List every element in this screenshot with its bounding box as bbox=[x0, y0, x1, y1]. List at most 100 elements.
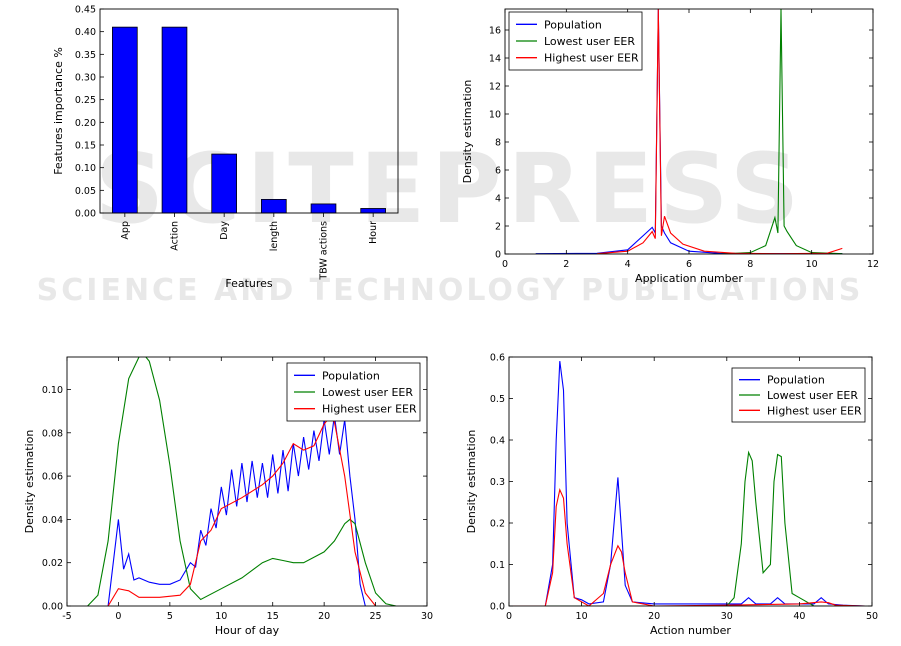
x-tick-label: 30 bbox=[421, 611, 433, 622]
bar-hour bbox=[360, 208, 386, 214]
y-tick-label: 0.25 bbox=[75, 95, 96, 106]
axes-frame bbox=[99, 8, 399, 214]
y-tick-label: 14 bbox=[489, 54, 501, 65]
axes-frame bbox=[66, 356, 428, 607]
y-tick-label: 0.05 bbox=[75, 186, 96, 197]
y-tick-label: 0.00 bbox=[75, 209, 96, 220]
bar-action bbox=[161, 26, 188, 214]
x-tick-label: App bbox=[120, 221, 131, 240]
x-tick-label: 25 bbox=[370, 611, 382, 622]
series-line-lowest-user-eer bbox=[87, 357, 397, 606]
x-axis-label: Application number bbox=[635, 272, 743, 285]
legend: Population Lowest user EER Highest user EE… bbox=[286, 362, 421, 422]
x-tick-label: 0 bbox=[502, 259, 508, 270]
legend-label: Highest user EER bbox=[767, 404, 862, 417]
bar-length bbox=[261, 198, 287, 214]
y-tick-label: 0.45 bbox=[75, 5, 96, 16]
watermark-big-text: SCITEPRESS bbox=[95, 133, 805, 245]
legend-label: Highest user EER bbox=[544, 52, 639, 65]
y-tick-label: 10 bbox=[489, 110, 501, 121]
bar-day bbox=[211, 153, 237, 214]
x-tick-label: 2 bbox=[563, 259, 569, 270]
x-tick-label: 10 bbox=[215, 611, 227, 622]
legend-label: Highest user EER bbox=[322, 403, 417, 416]
y-axis-label: Density estimation bbox=[23, 430, 36, 534]
legend: Population Lowest user EER Highest user EE… bbox=[731, 367, 866, 423]
x-tick-label: 50 bbox=[866, 611, 878, 622]
axes-frame bbox=[504, 8, 874, 255]
series-line-highest-user-eer bbox=[107, 416, 377, 606]
x-tick-label: 20 bbox=[648, 611, 660, 622]
y-tick-label: 0.4 bbox=[490, 436, 505, 447]
legend-label: Lowest user EER bbox=[322, 386, 413, 399]
axes-frame bbox=[508, 356, 873, 607]
x-axis-label: Hour of day bbox=[215, 624, 280, 637]
x-tick-label: 4 bbox=[625, 259, 631, 270]
series-line-highest-user-eer bbox=[509, 488, 865, 606]
x-tick-label: 5 bbox=[167, 611, 173, 622]
x-tick-label: 6 bbox=[686, 259, 692, 270]
x-tick-label: 0 bbox=[115, 611, 121, 622]
y-axis-label: Features importance % bbox=[52, 47, 65, 175]
x-tick-label: TBW actions bbox=[319, 221, 330, 281]
chart-3: -5 0 5 10 15 20 25 30 Population Lowest user EER H… bbox=[23, 356, 433, 637]
y-tick-label: 2 bbox=[495, 222, 501, 233]
y-tick-label: 0.5 bbox=[490, 394, 505, 405]
bar-app bbox=[112, 26, 138, 214]
y-tick-label: 0.10 bbox=[75, 163, 96, 174]
y-tick-label: 0.1 bbox=[490, 560, 505, 571]
x-tick-label: 10 bbox=[576, 611, 588, 622]
series-line-lowest-user-eer bbox=[509, 450, 865, 606]
y-tick-label: 12 bbox=[489, 82, 501, 93]
legend: Population Lowest user EER Highest user EE… bbox=[508, 11, 643, 71]
x-tick-label: 40 bbox=[793, 611, 805, 622]
series-line-lowest-user-eer bbox=[535, 9, 843, 254]
x-tick-label: 15 bbox=[267, 611, 279, 622]
x-tick-label: Action bbox=[170, 221, 181, 251]
x-tick-label: 12 bbox=[867, 259, 879, 270]
y-tick-label: 0.40 bbox=[75, 27, 96, 38]
y-tick-label: 16 bbox=[489, 26, 501, 37]
legend-label: Lowest user EER bbox=[767, 389, 858, 402]
x-tick-label: 20 bbox=[318, 611, 330, 622]
series-line-population bbox=[107, 415, 366, 606]
x-axis-label: Action number bbox=[650, 624, 731, 637]
legend-label: Population bbox=[767, 374, 825, 387]
y-tick-label: 0.06 bbox=[42, 472, 63, 483]
y-tick-label: 6 bbox=[495, 166, 501, 177]
chart-2: 0 2 4 6 8 10 12 Population Lowest user EER Highes… bbox=[461, 8, 879, 285]
y-tick-label: 0.30 bbox=[75, 73, 96, 84]
y-axis-label: Density estimation bbox=[465, 430, 478, 534]
y-tick-label: 0.6 bbox=[490, 353, 505, 364]
chart-4: 0 10 20 30 40 50 Population Lowest user EER High… bbox=[465, 353, 878, 638]
x-tick-label: length bbox=[269, 221, 280, 251]
y-tick-label: 0.02 bbox=[42, 558, 63, 569]
x-tick-label: 0 bbox=[506, 611, 512, 622]
y-tick-label: 0.08 bbox=[42, 428, 63, 439]
y-tick-label: 0.2 bbox=[490, 519, 505, 530]
y-tick-label: 4 bbox=[495, 194, 501, 205]
y-axis-label: Density estimation bbox=[461, 80, 474, 184]
legend-label: Population bbox=[544, 18, 602, 31]
y-tick-label: 0.35 bbox=[75, 50, 96, 61]
y-tick-label: 0.20 bbox=[75, 118, 96, 129]
y-tick-label: 0.10 bbox=[42, 385, 63, 396]
x-tick-label: -5 bbox=[62, 611, 71, 622]
watermark-small-text: SCIENCE AND TECHNOLOGY PUBLICATIONS bbox=[37, 273, 864, 308]
x-axis-label: Features bbox=[225, 277, 273, 290]
legend-label: Lowest user EER bbox=[544, 35, 635, 48]
x-tick-label: 30 bbox=[721, 611, 733, 622]
y-tick-label: 0.3 bbox=[490, 477, 505, 488]
y-tick-label: 0.04 bbox=[42, 515, 63, 526]
legend-label: Population bbox=[322, 369, 380, 382]
y-tick-label: 0 bbox=[495, 250, 501, 261]
bar-tbw-actions bbox=[310, 203, 337, 214]
chart-1: App Action Day length TBW actions Hour 0.00 0.0… bbox=[52, 5, 399, 290]
x-tick-label: 8 bbox=[747, 259, 753, 270]
y-tick-label: 0.15 bbox=[75, 141, 96, 152]
x-tick-label: Day bbox=[219, 221, 230, 240]
y-tick-label: 0.0 bbox=[490, 602, 505, 613]
y-tick-label: 0.00 bbox=[42, 602, 63, 613]
x-tick-label: 10 bbox=[806, 259, 818, 270]
